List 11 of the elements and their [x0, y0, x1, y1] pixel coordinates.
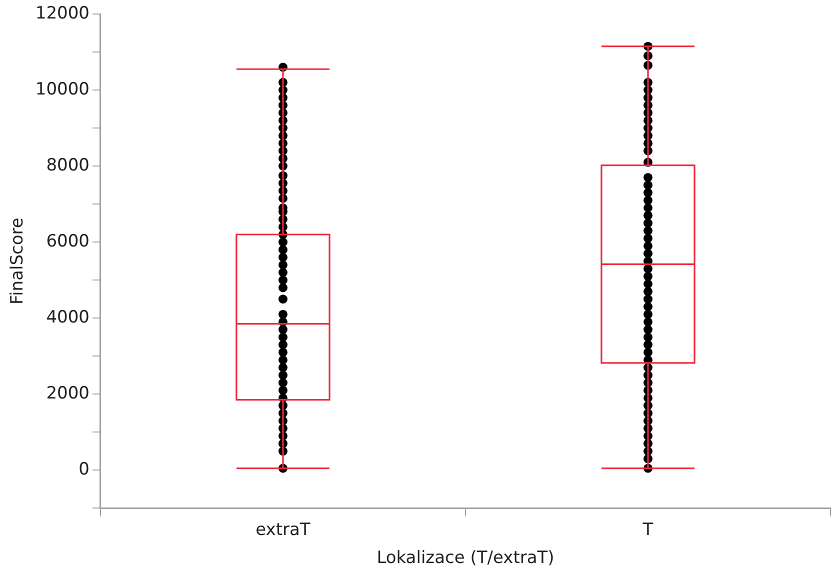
y-tick-label: 12000 [35, 3, 90, 24]
y-tick-label: 8000 [46, 155, 90, 176]
y-axis-title: FinalScore [8, 218, 28, 304]
y-tick-label: 10000 [35, 79, 90, 100]
x-tick-label: extraT [256, 520, 311, 540]
y-tick-label: 6000 [46, 232, 90, 252]
x-axis-title: Lokalizace (T/extraT) [376, 548, 554, 568]
y-tick-label: 2000 [46, 384, 90, 404]
x-tick-label: T [642, 520, 654, 540]
y-tick-label: 0 [78, 460, 90, 480]
y-tick-label: 4000 [46, 308, 90, 328]
